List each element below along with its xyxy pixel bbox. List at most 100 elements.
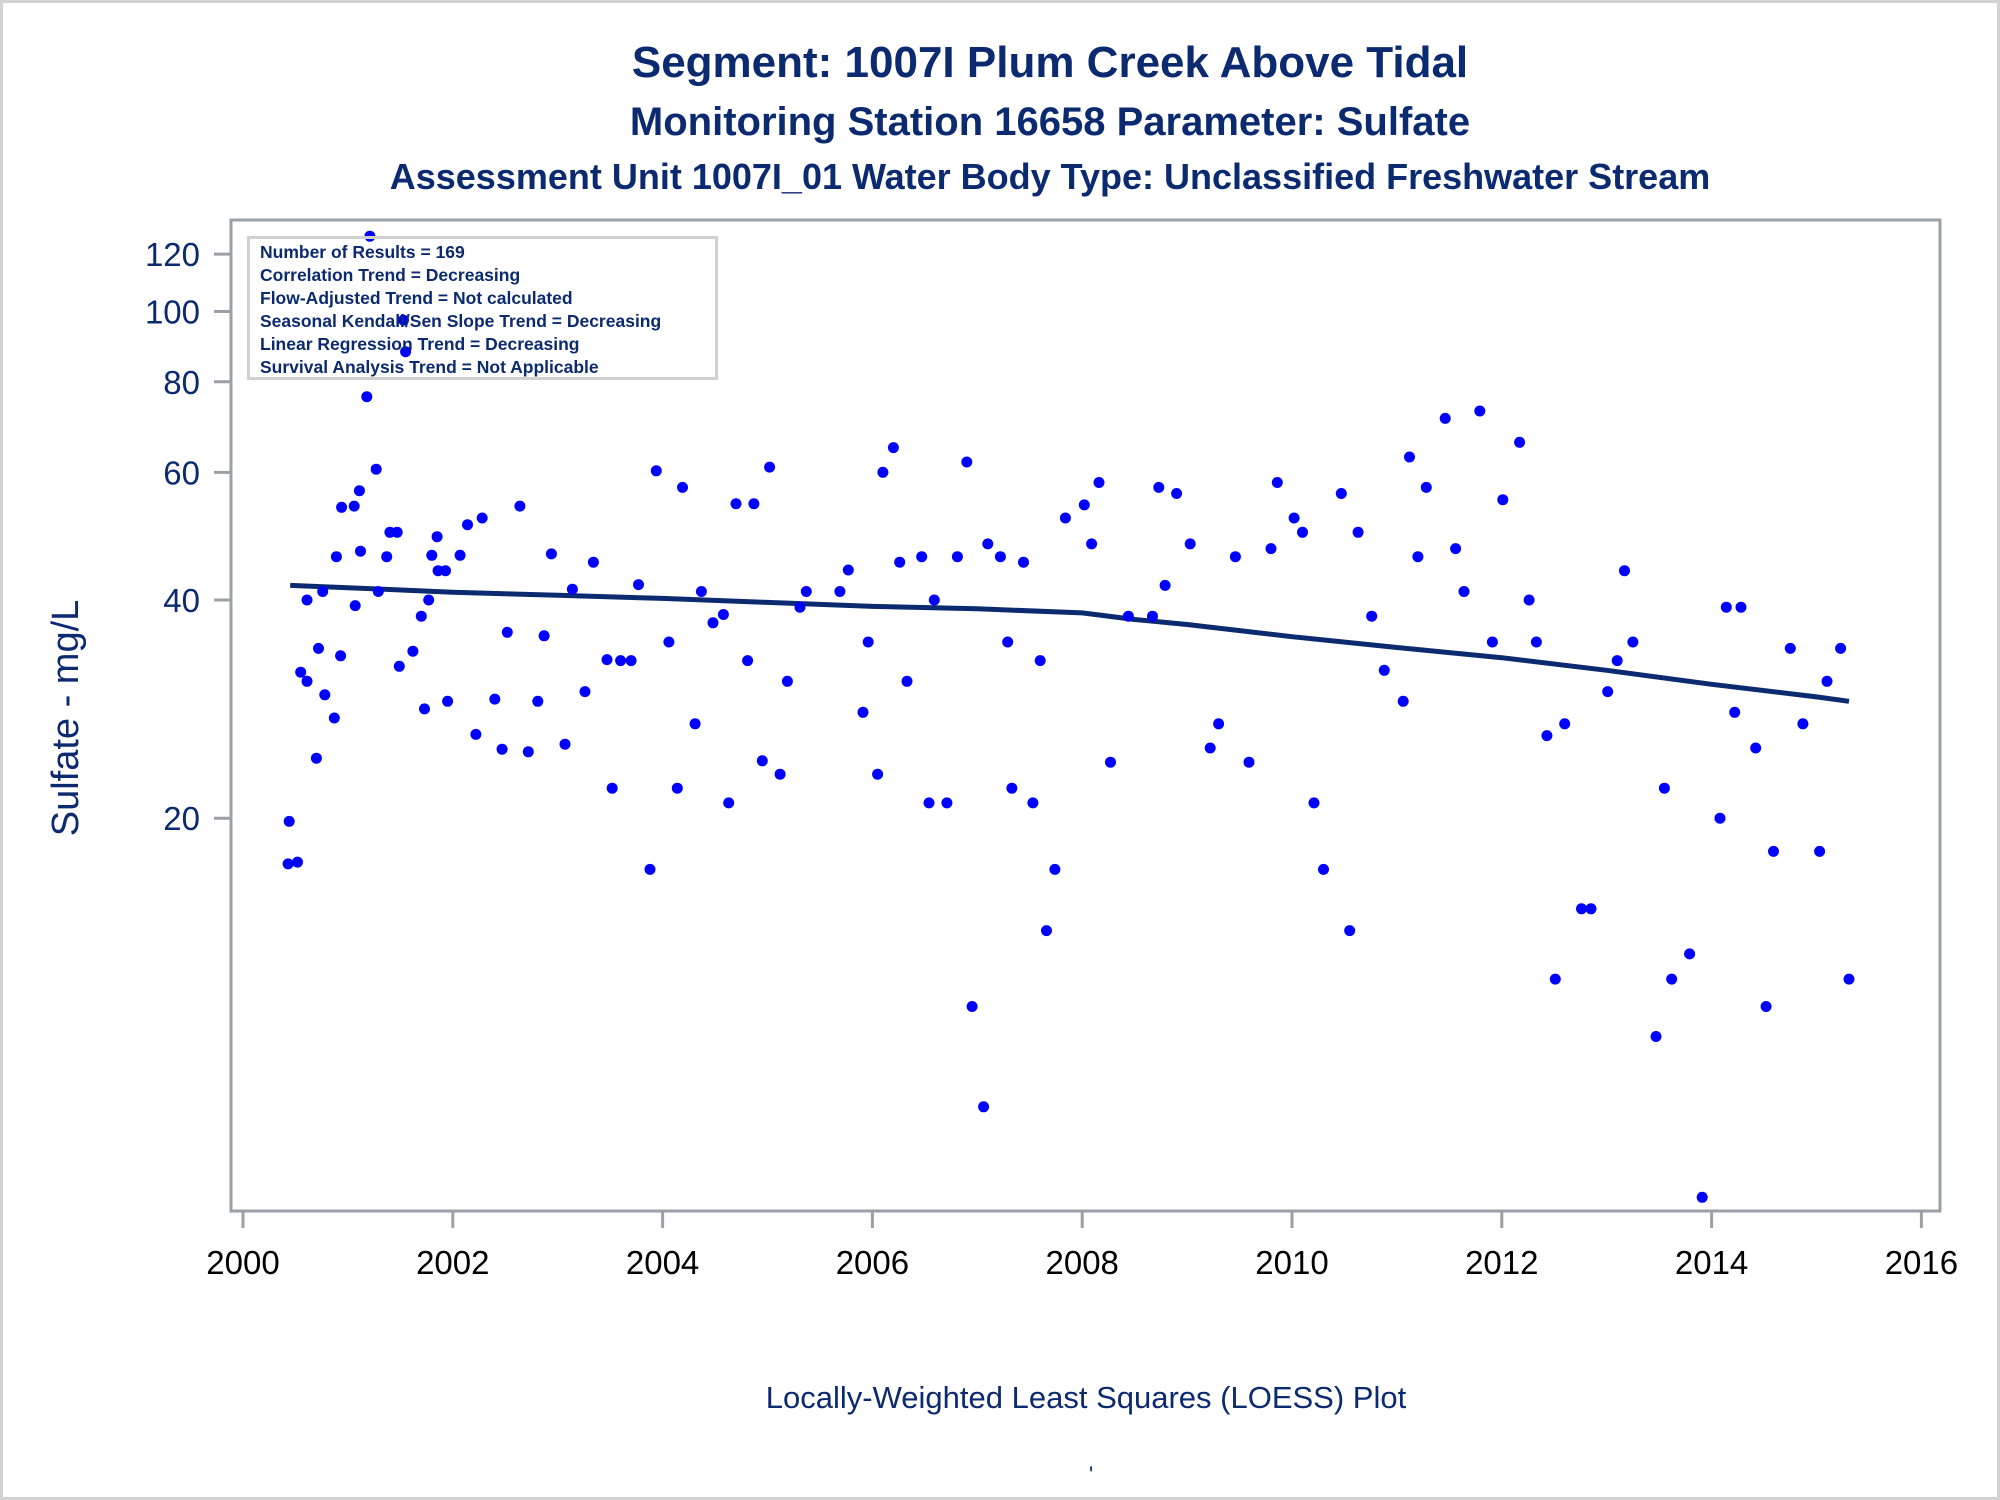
- data-point: [1184, 538, 1196, 550]
- data-point: [633, 579, 644, 591]
- data-point: [978, 1101, 990, 1113]
- data-point: [1750, 742, 1762, 754]
- data-point: [1153, 481, 1165, 493]
- data-point: [1352, 526, 1364, 538]
- x-tick-label: 2002: [416, 1244, 489, 1281]
- data-point: [1684, 948, 1696, 960]
- data-point: [1078, 499, 1090, 511]
- data-point: [1366, 610, 1378, 622]
- data-point: [1439, 412, 1451, 424]
- data-point: [426, 549, 438, 561]
- data-point: [842, 564, 854, 576]
- data-point: [419, 703, 430, 715]
- data-point: [476, 512, 488, 524]
- legend-survival-analysis-trend: Survival Analysis Trend = Not Applicable: [260, 357, 599, 377]
- data-point: [1318, 863, 1329, 875]
- data-point: [1450, 543, 1462, 555]
- data-point: [496, 743, 508, 755]
- data-point: [1404, 451, 1415, 463]
- x-tick-label: 2010: [1255, 1244, 1328, 1281]
- data-point: [462, 519, 473, 531]
- data-point: [1288, 512, 1300, 524]
- data-point: [748, 498, 760, 510]
- data-point: [1814, 845, 1826, 857]
- y-tick-label: 100: [145, 293, 200, 330]
- data-point: [423, 594, 435, 606]
- data-point: [328, 712, 340, 724]
- data-point: [1204, 742, 1216, 754]
- chart-subtitle-2: Assessment Unit 1007I_01 Water Body Type…: [389, 156, 1711, 197]
- data-point: [644, 863, 656, 875]
- data-point: [292, 856, 303, 868]
- data-point: [1006, 782, 1018, 794]
- axes: 2000 2002 2004 2006 2008 2010 2012 2014 2016 20 40…: [145, 218, 1958, 1281]
- data-point: [877, 466, 889, 478]
- data-point: [1308, 797, 1320, 809]
- data-point: [330, 551, 342, 563]
- data-point: [742, 655, 754, 667]
- data-point: [615, 655, 627, 667]
- data-point: [834, 586, 846, 597]
- data-point: [532, 695, 544, 707]
- data-point: [348, 500, 360, 512]
- data-point: [545, 548, 557, 560]
- data-point: [361, 391, 373, 403]
- data-point: [601, 654, 613, 666]
- data-point: [1486, 636, 1498, 648]
- data-point: [951, 551, 963, 563]
- data-point: [1335, 488, 1347, 499]
- data-point: [857, 706, 869, 718]
- data-point: [1650, 1031, 1662, 1042]
- data-point: [319, 689, 331, 701]
- data-point: [335, 650, 347, 662]
- data-point: [1497, 494, 1509, 506]
- data-point: [313, 642, 324, 654]
- data-point: [1760, 1001, 1772, 1012]
- data-point: [677, 481, 688, 493]
- data-point: [1171, 488, 1183, 499]
- data-point: [1059, 512, 1071, 524]
- data-point: [370, 463, 382, 475]
- data-point: [961, 456, 973, 468]
- data-point: [1611, 655, 1623, 667]
- data-point: [1412, 551, 1424, 563]
- data-point: [1821, 675, 1833, 687]
- points-layer: [282, 230, 1855, 1203]
- legend-seasonal-kendall-trend: Seasonal Kendall/Sen Slope Trend = Decre…: [260, 311, 662, 331]
- data-point: [1735, 601, 1747, 613]
- data-point: [1093, 477, 1105, 488]
- data-point: [916, 551, 928, 563]
- stats-legend: Number of Results = 169 Correlation Tren…: [247, 236, 718, 380]
- data-point: [1105, 756, 1116, 768]
- data-point: [579, 686, 591, 698]
- data-point: [372, 586, 384, 597]
- legend-linear-regression-trend: Linear Regression Trend = Decreasing: [260, 334, 580, 354]
- data-point: [587, 556, 599, 568]
- data-point: [764, 461, 776, 473]
- y-tick-label: 60: [163, 454, 200, 491]
- data-point: [774, 768, 786, 780]
- data-point: [650, 465, 662, 477]
- data-point: [1159, 579, 1171, 591]
- data-point: [301, 594, 313, 606]
- x-tick-label: 2014: [1675, 1244, 1748, 1281]
- data-point: [1797, 718, 1809, 730]
- data-point: [301, 675, 313, 687]
- data-point: [1619, 565, 1630, 577]
- data-point: [336, 501, 348, 513]
- data-point: [398, 314, 409, 326]
- data-point: [391, 526, 403, 538]
- data-point: [671, 782, 683, 794]
- data-point: [1122, 610, 1134, 622]
- data-point: [1768, 845, 1779, 857]
- data-point: [440, 565, 451, 577]
- data-point: [1378, 664, 1390, 676]
- data-point: [1018, 556, 1029, 568]
- data-point: [1086, 538, 1098, 550]
- data-point: [1729, 706, 1741, 718]
- data-point: [1523, 594, 1535, 606]
- data-point: [800, 586, 812, 597]
- data-point: [1530, 636, 1542, 648]
- y-tick-label: 20: [163, 800, 200, 837]
